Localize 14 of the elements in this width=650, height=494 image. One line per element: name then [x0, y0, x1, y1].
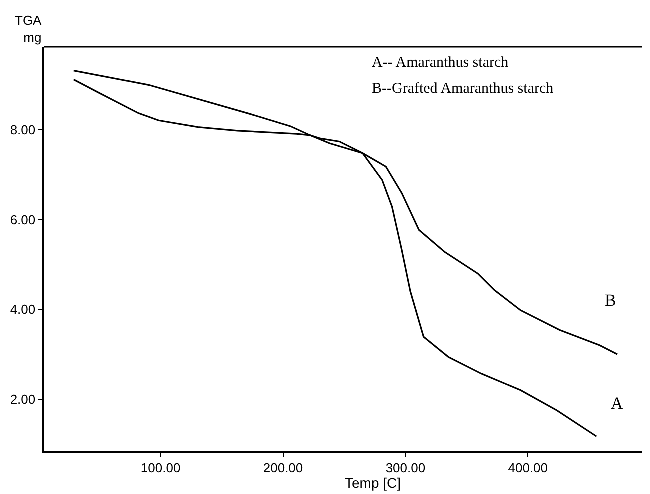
annotation: A	[611, 394, 624, 413]
x-tick-label: 100.00	[140, 460, 181, 476]
x-tick-label: 300.00	[386, 460, 426, 476]
x-tick-label: 400.00	[508, 460, 548, 476]
y-tick-label: 2.00	[10, 392, 36, 407]
annotation: A-- Amaranthus starch	[372, 55, 510, 71]
annotation: B	[605, 291, 616, 310]
y-tick-label: 6.00	[10, 212, 36, 228]
x-tick-label: 200.00	[263, 460, 304, 476]
y-tick-label: 8.00	[10, 122, 36, 138]
y-tick-label: 4.00	[10, 302, 36, 318]
x-axis-title: Temp [C]	[345, 475, 402, 491]
y-axis-title: TGA mg	[15, 13, 42, 45]
annotation: B--Grafted Amaranthus starch	[372, 81, 554, 97]
